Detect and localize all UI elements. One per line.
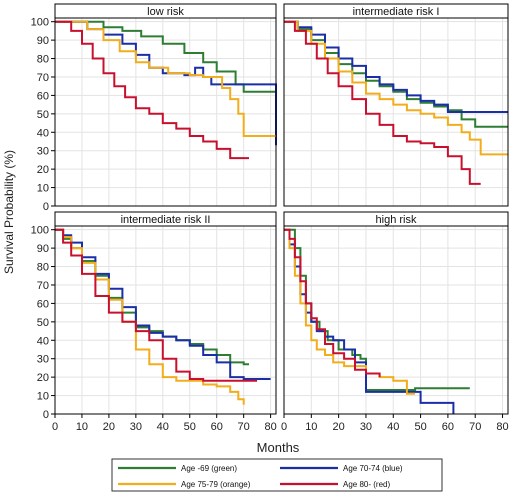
x-tick-label: 20	[103, 421, 115, 433]
y-tick-label: 70	[37, 280, 49, 292]
series-line	[284, 228, 416, 395]
y-tick-label: 60	[37, 90, 49, 102]
x-tick-label: 70	[238, 421, 250, 433]
y-tick-label: 90	[37, 35, 49, 47]
legend-label: Age 70-74 (blue)	[343, 464, 403, 473]
series-line	[284, 20, 508, 128]
panel: intermediate risk I	[283, 3, 509, 207]
panel-title: intermediate risk I	[353, 6, 440, 18]
panel-frame	[54, 3, 277, 207]
panel-frame	[283, 3, 509, 207]
y-tick-label: 0	[43, 409, 49, 421]
panel-background	[55, 212, 276, 414]
x-tick-label: 60	[442, 421, 454, 433]
y-tick-label: 40	[37, 335, 49, 347]
legend-box	[111, 458, 443, 492]
panel-title: high risk	[376, 214, 417, 226]
panel-background	[284, 212, 508, 414]
y-tick-label: 80	[37, 262, 49, 274]
legend-label: Age 80- (red)	[343, 480, 390, 489]
panel: intermediate risk II 0 10 20 30 40 50 60 70 80 90 1…	[31, 211, 277, 433]
series-line	[284, 20, 508, 156]
x-axis-label: Months	[257, 440, 300, 455]
panel-frame	[283, 211, 509, 415]
panel: high risk 0 10 20 30 40 50 60 70 80	[281, 211, 509, 433]
series-line	[55, 20, 249, 160]
y-tick-label: 100	[31, 17, 49, 29]
y-tick-label: 70	[37, 72, 49, 84]
panel-background	[55, 4, 276, 206]
y-tick-label: 60	[37, 298, 49, 310]
x-tick-label: 30	[130, 421, 142, 433]
y-tick-label: 80	[37, 54, 49, 66]
y-tick-label: 30	[37, 354, 49, 366]
x-tick-label: 30	[360, 421, 372, 433]
panels: low risk0102030405060708090100intermedia…	[31, 3, 509, 433]
x-tick-label: 10	[76, 421, 88, 433]
x-tick-label: 10	[305, 421, 317, 433]
x-tick-label: 40	[387, 421, 399, 433]
y-tick-label: 20	[37, 164, 49, 176]
x-tick-label: 0	[281, 421, 287, 433]
panel: low risk 0 10 20 30 40 50 60 70 80 90 100	[31, 3, 277, 213]
series-line	[55, 20, 276, 137]
y-tick-label: 10	[37, 391, 49, 403]
y-tick-label: 50	[37, 317, 49, 329]
y-axis-label: Survival Probability (%)	[2, 150, 16, 274]
y-tick-label: 40	[37, 127, 49, 139]
panel-title: low risk	[147, 6, 184, 18]
legend: Age -69 (green) Age 70-74 (blue) Age 75-79…	[111, 458, 443, 492]
series-line	[55, 228, 245, 405]
series-line	[55, 228, 271, 380]
x-tick-label: 50	[414, 421, 426, 433]
x-tick-label: 0	[52, 421, 58, 433]
y-tick-label: 20	[37, 372, 49, 384]
y-tick-label: 50	[37, 109, 49, 121]
series-line	[55, 228, 258, 382]
panel-frame	[54, 211, 277, 415]
y-tick-label: 100	[31, 225, 49, 237]
y-tick-label: 30	[37, 146, 49, 158]
x-tick-label: 80	[496, 421, 508, 433]
series-line	[284, 20, 481, 185]
x-tick-label: 50	[184, 421, 196, 433]
legend-label: Age 75-79 (orange)	[181, 480, 251, 489]
y-tick-label: 90	[37, 243, 49, 255]
y-tick-label: 10	[37, 183, 49, 195]
x-tick-label: 80	[264, 421, 276, 433]
series-line	[284, 20, 508, 113]
series-line	[284, 228, 381, 378]
x-tick-label: 70	[469, 421, 481, 433]
legend-label: Age -69 (green)	[181, 464, 237, 473]
x-tick-label: 20	[333, 421, 345, 433]
x-tick-label: 40	[157, 421, 169, 433]
x-tick-label: 60	[211, 421, 223, 433]
panel-title: intermediate risk II	[121, 214, 211, 226]
y-tick-label: 0	[43, 201, 49, 213]
